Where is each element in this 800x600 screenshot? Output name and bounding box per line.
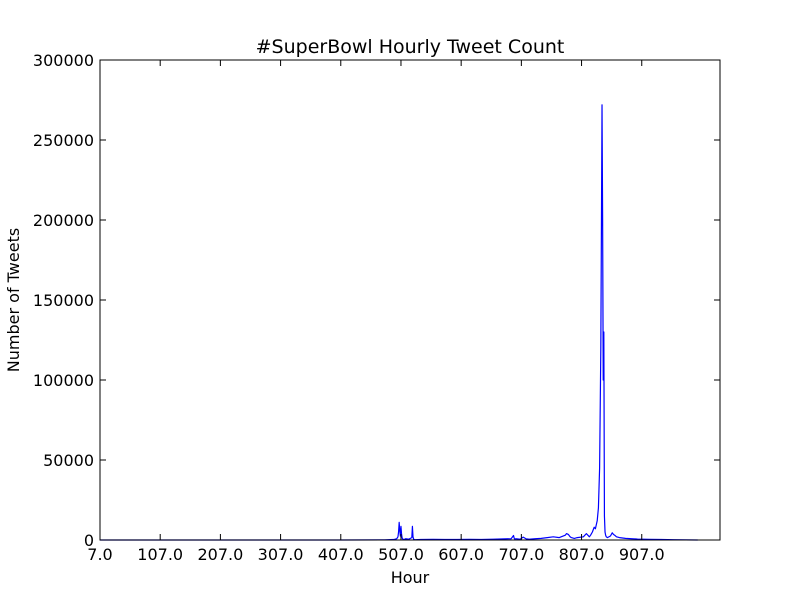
series-line	[100, 104, 698, 541]
y-tick-label: 250000	[33, 131, 94, 150]
x-tick-label: 107.0	[137, 545, 183, 564]
x-tick-label: 807.0	[559, 545, 605, 564]
y-tick-label: 150000	[33, 291, 94, 310]
x-tick-label: 707.0	[498, 545, 544, 564]
x-axis: 7.0 107.0 207.0 307.0 407.0 507.0 607.0 707.0 80…	[87, 60, 665, 564]
x-tick-label: 7.0	[87, 545, 112, 564]
x-axis-label: Hour	[391, 568, 430, 587]
x-tick-label: 907.0	[619, 545, 665, 564]
y-axis: 0 50000 100000 150000 200000 250000 300000	[33, 51, 720, 550]
x-tick-label: 307.0	[258, 545, 304, 564]
plot-frame	[99, 59, 721, 541]
chart-title: #SuperBowl Hourly Tweet Count	[256, 36, 565, 58]
x-tick-label: 607.0	[438, 545, 484, 564]
y-tick-label: 300000	[33, 51, 94, 70]
y-tick-label: 50000	[43, 451, 94, 470]
x-tick-label: 207.0	[197, 545, 243, 564]
y-tick-label: 100000	[33, 371, 94, 390]
y-tick-label: 200000	[33, 211, 94, 230]
y-tick-label: 0	[84, 531, 94, 550]
x-tick-label: 507.0	[378, 545, 424, 564]
x-tick-label: 407.0	[318, 545, 364, 564]
y-axis-label: Number of Tweets	[4, 228, 23, 372]
plot-area	[99, 59, 721, 541]
